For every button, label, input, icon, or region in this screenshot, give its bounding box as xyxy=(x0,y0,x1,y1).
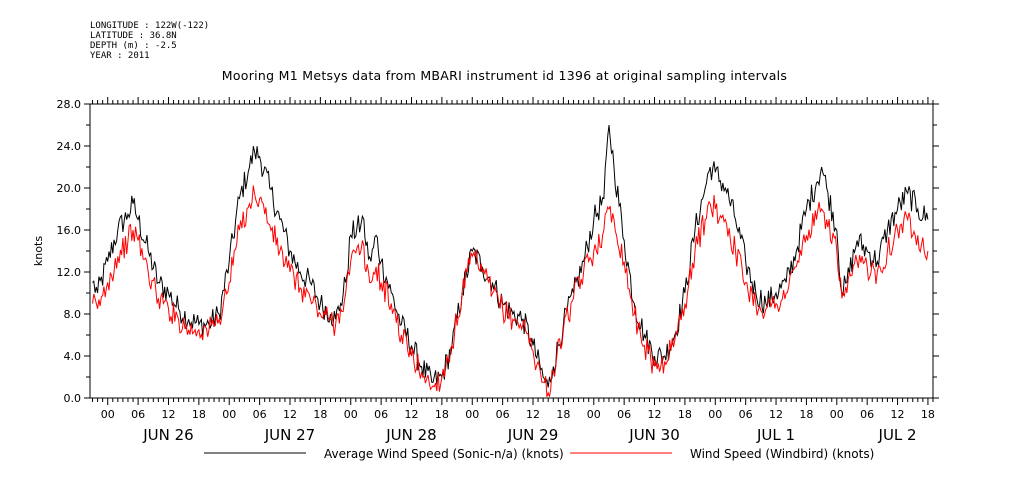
y-tick-label: 16.0 xyxy=(57,224,82,237)
x-hour-label: 06 xyxy=(860,408,874,421)
x-hour-label: 12 xyxy=(769,408,783,421)
x-hour-label: 18 xyxy=(313,408,327,421)
x-hour-label: 18 xyxy=(799,408,813,421)
x-hour-label: 00 xyxy=(830,408,844,421)
x-hour-label: 00 xyxy=(465,408,479,421)
latitude-text: LATITUDE : 36.8N xyxy=(90,31,177,41)
x-hour-label: 12 xyxy=(648,408,662,421)
x-hour-label: 06 xyxy=(617,408,631,421)
y-tick-label: 8.0 xyxy=(64,308,82,321)
legend-label-windbird: Wind Speed (Windbird) (knots) xyxy=(690,447,874,461)
x-hour-label: 00 xyxy=(101,408,115,421)
x-hour-label: 18 xyxy=(678,408,692,421)
x-hour-label: 18 xyxy=(556,408,570,421)
x-hour-label: 00 xyxy=(708,408,722,421)
x-day-label: JUN 30 xyxy=(628,426,679,444)
x-hour-label: 12 xyxy=(161,408,175,421)
longitude-text: LONGITUDE : 122W(-122) xyxy=(90,21,210,31)
depth-text: DEPTH (m) : -2.5 xyxy=(90,41,177,51)
x-day-label: JUL 2 xyxy=(878,426,917,444)
x-day-label: JUN 28 xyxy=(385,426,436,444)
y-axis-label: knots xyxy=(32,236,45,266)
x-hour-label: 00 xyxy=(344,408,358,421)
x-hour-label: 18 xyxy=(192,408,206,421)
x-hour-label: 18 xyxy=(435,408,449,421)
x-hour-label: 12 xyxy=(891,408,905,421)
year-text: YEAR : 2011 xyxy=(90,51,150,61)
plot-frame xyxy=(89,103,934,399)
x-day-label: JUN 26 xyxy=(142,426,193,444)
y-tick-label: 28.0 xyxy=(57,98,82,111)
y-tick-label: 20.0 xyxy=(57,182,82,195)
x-day-label: JUN 27 xyxy=(264,426,315,444)
x-hour-label: 12 xyxy=(526,408,540,421)
x-hour-label: 06 xyxy=(131,408,145,421)
mooring-metadata: LONGITUDE : 122W(-122) LATITUDE : 36.8N … xyxy=(90,21,209,61)
chart-title: Mooring M1 Metsys data from MBARI instru… xyxy=(221,68,788,83)
x-hour-label: 06 xyxy=(253,408,267,421)
x-hour-label: 00 xyxy=(222,408,236,421)
legend: Average Wind Speed (Sonic-n/a) (knots) W… xyxy=(204,447,874,461)
series-line-sonic xyxy=(92,124,929,388)
y-tick-label: 24.0 xyxy=(57,140,82,153)
x-hour-label: 06 xyxy=(739,408,753,421)
y-tick-label: 12.0 xyxy=(57,266,82,279)
x-hour-label: 12 xyxy=(283,408,297,421)
legend-label-sonic: Average Wind Speed (Sonic-n/a) (knots) xyxy=(324,447,564,461)
x-day-label: JUN 29 xyxy=(507,426,558,444)
x-hour-label: 12 xyxy=(405,408,419,421)
y-tick-label: 4.0 xyxy=(64,350,82,363)
x-day-label: JUL 1 xyxy=(756,426,795,444)
series-line-windbird xyxy=(92,185,929,398)
x-hour-label: 06 xyxy=(496,408,510,421)
y-tick-label: 0.0 xyxy=(64,392,82,405)
x-hour-label: 06 xyxy=(374,408,388,421)
x-hour-label: 18 xyxy=(921,408,935,421)
x-hour-label: 00 xyxy=(587,408,601,421)
